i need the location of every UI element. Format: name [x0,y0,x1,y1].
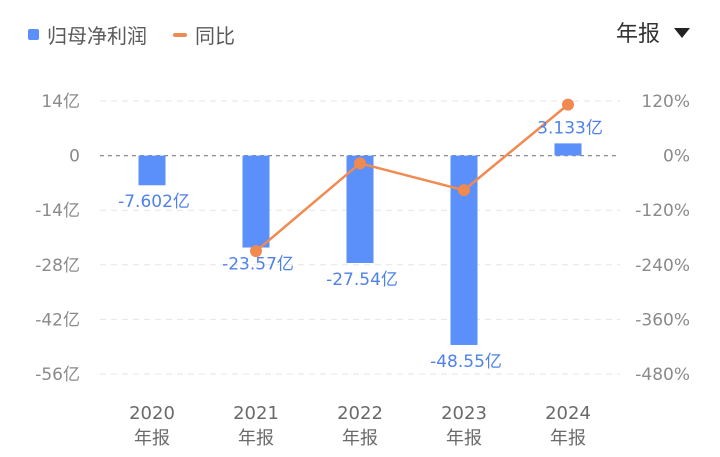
caret-down-icon [674,28,690,38]
y-right-tick-label: -120% [635,201,690,221]
bar [138,155,166,186]
bar-data-label: -48.55亿 [430,352,502,372]
y-left-tick-label: -42亿 [35,310,80,330]
x-tick-period: 年报 [342,428,378,449]
x-tick-year: 2020 [129,403,175,424]
period-dropdown[interactable]: 年报 [616,16,690,48]
x-tick-year: 2021 [233,403,279,424]
bar-data-label: -23.57亿 [222,255,294,275]
bar [346,155,374,264]
y-left-tick-label: 0 [69,147,80,167]
y-left-tick-label: -28亿 [35,256,80,276]
x-tick-year: 2024 [545,403,591,424]
y-left-tick-label: -56亿 [35,365,80,385]
x-tick-year: 2022 [337,403,383,424]
bar [242,155,270,248]
y-left-tick-label: -14亿 [35,201,80,221]
x-tick-year: 2023 [441,403,487,424]
bar-data-label: 3.133亿 [537,118,603,138]
bar-data-label: -27.54亿 [326,270,398,290]
x-tick-period: 年报 [446,428,482,449]
legend-item-net-profit[interactable]: 归母净利润 [28,20,147,49]
bar-data-label: -7.602亿 [118,192,190,212]
y-left-tick-label: 14亿 [41,92,80,112]
legend-bar-swatch [28,29,39,40]
legend: 归母净利润 同比 [28,20,235,49]
legend-line-swatch [173,32,187,37]
legend-yoy-label: 同比 [195,24,235,48]
y-right-tick-label: -240% [635,256,690,276]
yoy-line [255,103,569,253]
y-right-tick-label: 0% [663,147,690,167]
legend-net-profit-label: 归母净利润 [47,24,147,48]
y-right-tick-label: -480% [635,365,690,385]
bar [554,143,582,156]
x-tick-period: 年报 [134,428,170,449]
x-tick-period: 年报 [550,428,586,449]
y-right-tick-label: 120% [641,92,690,112]
yoy-point [354,157,366,170]
yoy-point [250,245,262,258]
yoy-point [562,98,574,111]
x-tick-period: 年报 [238,428,274,449]
legend-item-yoy[interactable]: 同比 [173,20,235,49]
period-dropdown-value: 年报 [615,22,660,47]
y-right-tick-label: -360% [635,310,690,330]
yoy-point [458,184,470,197]
